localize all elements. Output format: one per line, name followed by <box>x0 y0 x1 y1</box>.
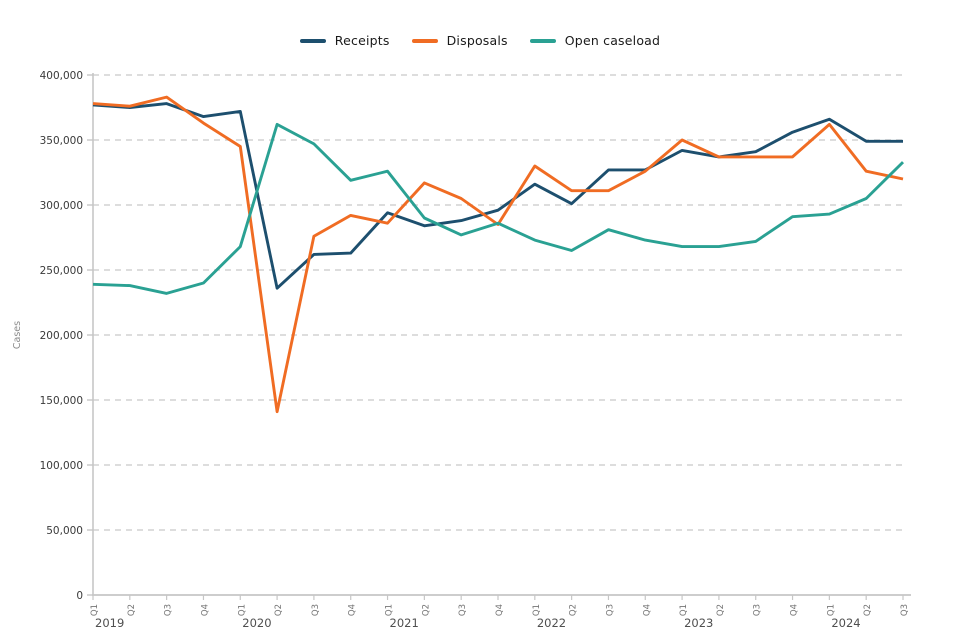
x-quarter-label: Q3 <box>753 604 763 616</box>
x-year-label: 2024 <box>831 616 860 630</box>
x-quarter-label: Q3 <box>164 604 174 616</box>
x-quarter-label: Q2 <box>421 604 431 616</box>
y-tick-label: 400,000 <box>40 70 83 82</box>
y-tick-label: 50,000 <box>46 525 83 537</box>
x-quarter-label: Q3 <box>311 604 321 616</box>
x-quarter-label: Q4 <box>642 604 652 616</box>
x-year-label: 2022 <box>537 616 566 630</box>
y-axis-title: Cases <box>12 321 23 349</box>
x-quarter-label: Q2 <box>716 604 726 616</box>
x-quarter-label: Q2 <box>569 604 579 616</box>
x-year-label: 2023 <box>684 616 713 630</box>
x-quarter-label: Q1 <box>679 604 689 616</box>
series-line-open-caseload <box>92 122 905 295</box>
y-tick-label: 0 <box>76 590 83 602</box>
y-tick-label: 350,000 <box>40 135 83 147</box>
y-tick-label: 250,000 <box>40 265 83 277</box>
x-quarter-label: Q2 <box>863 604 873 616</box>
x-quarter-label: Q4 <box>790 604 800 616</box>
x-quarter-label: Q1 <box>826 604 836 616</box>
x-quarter-label: Q1 <box>90 604 100 616</box>
x-quarter-label: Q1 <box>385 604 395 616</box>
series-line-receipts <box>92 102 903 290</box>
x-quarter-label: Q1 <box>532 604 542 616</box>
x-quarter-label: Q3 <box>605 604 615 616</box>
x-year-label: 2021 <box>390 616 419 630</box>
x-quarter-label: Q4 <box>348 604 358 616</box>
y-tick-label: 100,000 <box>40 460 83 472</box>
x-quarter-label: Q3 <box>900 604 910 616</box>
x-year-label: 2020 <box>242 616 271 630</box>
x-quarter-label: Q2 <box>274 604 284 616</box>
series-line-disposals <box>92 95 904 414</box>
y-tick-label: 150,000 <box>40 395 83 407</box>
x-quarter-label: Q4 <box>200 604 210 616</box>
y-tick-label: 200,000 <box>40 330 83 342</box>
x-quarter-label: Q2 <box>127 604 137 616</box>
y-tick-label: 300,000 <box>40 200 83 212</box>
x-quarter-label: Q1 <box>237 604 247 616</box>
x-year-label: 2019 <box>95 616 124 630</box>
x-quarter-label: Q3 <box>458 604 468 616</box>
x-quarter-label: Q4 <box>495 604 505 616</box>
